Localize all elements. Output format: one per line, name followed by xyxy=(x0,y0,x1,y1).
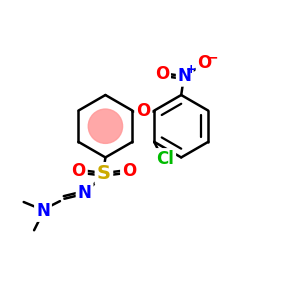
Text: −: − xyxy=(206,51,218,65)
Text: N: N xyxy=(78,184,92,202)
Text: Cl: Cl xyxy=(156,150,174,168)
Text: O: O xyxy=(136,102,150,120)
Circle shape xyxy=(88,109,123,143)
Text: S: S xyxy=(97,164,111,183)
Text: O: O xyxy=(155,65,169,83)
Text: +: + xyxy=(185,63,196,76)
Text: O: O xyxy=(122,162,136,180)
Text: N: N xyxy=(178,67,192,85)
Text: O: O xyxy=(71,162,86,180)
Text: N: N xyxy=(36,202,50,220)
Text: O: O xyxy=(198,54,212,72)
